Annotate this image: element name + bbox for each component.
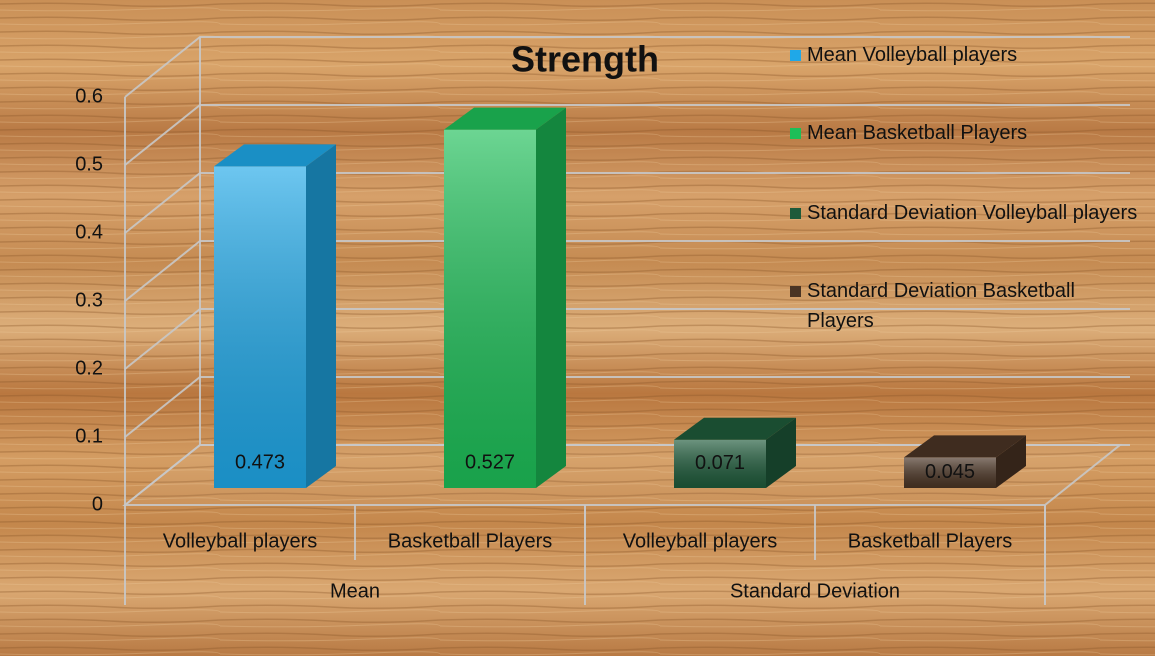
grid-line [124, 376, 1130, 438]
x-tick-label: Volleyball players [163, 530, 318, 552]
group-label: Standard Deviation [730, 580, 900, 602]
bar-face [214, 144, 336, 167]
legend-label: Standard Deviation Basketball Players [807, 280, 1075, 332]
legend-swatch [790, 128, 801, 139]
legend-label: Mean Volleyball players [807, 44, 1018, 66]
y-tick-label: 0.4 [75, 221, 103, 243]
y-tick-label: 0.2 [75, 357, 103, 379]
y-tick-label: 0.3 [75, 289, 103, 311]
bar-face [536, 107, 566, 488]
bar-face [674, 439, 766, 488]
bar-face [766, 417, 796, 488]
bar-face [674, 417, 796, 440]
legend-swatch [790, 286, 801, 297]
legend-item: Standard Deviation Basketball Players [790, 276, 1145, 336]
y-tick-label: 0.6 [75, 85, 103, 107]
y-tick-label: 0.5 [75, 153, 103, 175]
legend-swatch [790, 50, 801, 61]
grid-line [124, 104, 1130, 166]
bar-face [214, 166, 306, 489]
grid-line [124, 172, 1130, 234]
x-tick-label: Volleyball players [623, 530, 778, 552]
legend-label: Mean Basketball Players [807, 122, 1028, 144]
grid-line [124, 36, 1130, 98]
bar-face [996, 435, 1026, 488]
y-tick-label: 0 [92, 493, 103, 515]
x-tick-label: Basketball Players [388, 530, 553, 552]
y-tick-label: 0.1 [75, 425, 103, 447]
bar-face [444, 107, 566, 130]
grid-line [124, 444, 1130, 506]
data-label: 0.473 [235, 451, 285, 473]
legend-label: Standard Deviation Volleyball players [807, 202, 1138, 224]
bar [214, 144, 336, 489]
bar-face [444, 129, 536, 488]
legend-item: Mean Basketball Players [790, 118, 1145, 148]
data-label: 0.045 [925, 461, 975, 483]
data-label: 0.527 [465, 451, 515, 473]
chart-title: Strength [511, 39, 659, 80]
data-label: 0.071 [695, 452, 745, 474]
grid-line [124, 240, 1130, 302]
bar-face [904, 435, 1026, 458]
legend-item: Standard Deviation Volleyball players [790, 198, 1145, 228]
group-label: Mean [330, 580, 380, 602]
bar [444, 107, 566, 488]
bar [674, 417, 796, 488]
legend-swatch [790, 208, 801, 219]
legend-item: Mean Volleyball players [790, 40, 1145, 70]
bar-face [904, 457, 996, 488]
bar-face [306, 144, 336, 489]
x-tick-label: Basketball Players [848, 530, 1013, 552]
bar [904, 435, 1026, 488]
grid-line [124, 308, 1130, 370]
plot-area: 0 0.1 0.2 0.3 0.4 0.5 0.6 Volleyball players Bas… [75, 36, 1130, 605]
